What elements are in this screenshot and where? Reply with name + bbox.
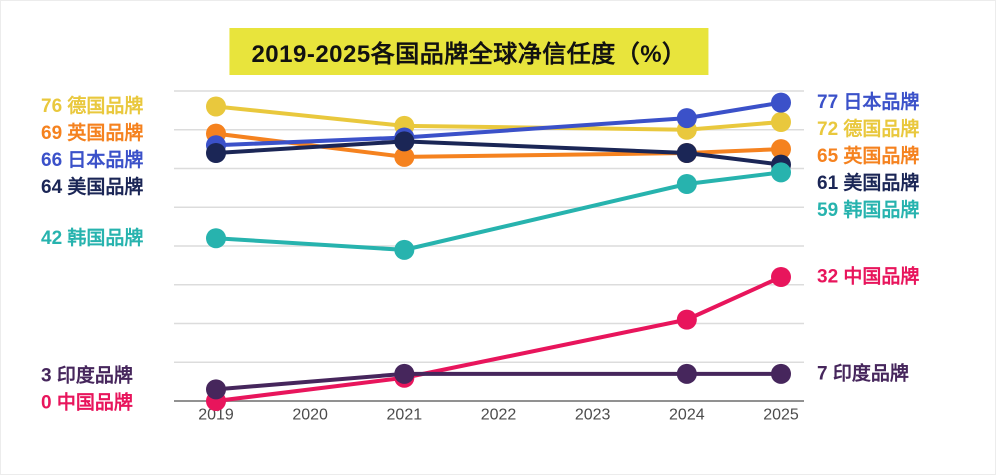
- left-label-india: 3 印度品牌: [41, 364, 133, 387]
- right-label-india: 7 印度品牌: [817, 361, 909, 384]
- right-label-japan: 77 日本品牌: [817, 90, 919, 113]
- right-label-germany: 72 德国品牌: [817, 117, 919, 140]
- data-point-germany-2019: [206, 96, 226, 117]
- left-label-china: 0 中国品牌: [41, 391, 133, 414]
- data-point-usa-2021: [394, 131, 415, 152]
- x-tick-2023: 2023: [575, 407, 611, 424]
- right-label-korea: 59 韩国品牌: [817, 198, 919, 221]
- data-point-usa-2024: [676, 143, 697, 163]
- right-label-uk: 65 英国品牌: [817, 144, 919, 167]
- data-point-germany-2025: [771, 112, 791, 132]
- data-point-uk-2025: [771, 139, 791, 160]
- data-point-korea-2024: [676, 174, 697, 194]
- left-label-usa: 64 美国品牌: [41, 175, 143, 198]
- series-line-usa: [214, 139, 783, 167]
- x-tick-2019: 2019: [198, 407, 234, 424]
- data-point-china-2025: [771, 267, 791, 287]
- data-point-japan-2025: [771, 92, 791, 113]
- series-line-india: [214, 371, 783, 392]
- series-line-china: [214, 275, 783, 403]
- data-point-india-2019: [206, 379, 226, 400]
- data-point-korea-2025: [771, 162, 791, 183]
- series-line-korea: [214, 170, 783, 252]
- data-point-usa-2019: [206, 143, 226, 163]
- data-point-uk-2021: [394, 146, 415, 167]
- x-tick-2022: 2022: [481, 407, 517, 424]
- left-label-germany: 76 德国品牌: [41, 94, 143, 117]
- chart-title: 2019-2025各国品牌全球净信任度（%）: [229, 28, 709, 75]
- series-line-japan: [214, 100, 783, 148]
- left-label-uk: 69 英国品牌: [41, 121, 143, 144]
- x-tick-2025: 2025: [763, 407, 799, 424]
- x-tick-2020: 2020: [292, 407, 328, 424]
- data-point-india-2021: [394, 363, 415, 384]
- data-point-korea-2021: [394, 239, 415, 260]
- x-tick-2024: 2024: [669, 407, 705, 424]
- left-label-japan: 66 日本品牌: [41, 148, 143, 171]
- data-point-korea-2019: [206, 228, 226, 249]
- data-point-india-2025: [771, 363, 791, 384]
- x-tick-2021: 2021: [387, 407, 423, 424]
- right-label-china: 32 中国品牌: [817, 265, 919, 288]
- data-point-japan-2024: [676, 108, 697, 129]
- data-point-india-2024: [676, 363, 697, 384]
- left-label-korea: 42 韩国品牌: [41, 226, 143, 249]
- right-label-usa: 61 美国品牌: [817, 171, 919, 194]
- data-point-china-2024: [676, 309, 697, 330]
